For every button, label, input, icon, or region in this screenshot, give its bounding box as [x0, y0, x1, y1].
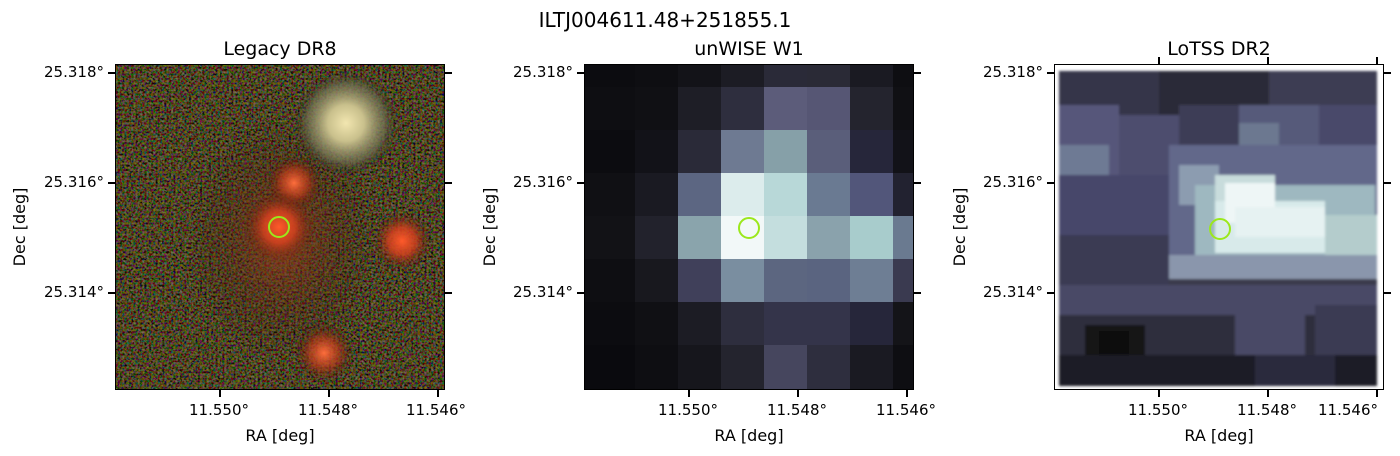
unwise-image	[584, 64, 914, 390]
ytick-label: 25.318°	[513, 63, 573, 81]
target-marker	[268, 216, 290, 238]
ytick-label: 25.314°	[983, 283, 1043, 301]
ytick-label: 25.318°	[983, 63, 1043, 81]
panel-title-unwise: unWISE W1	[694, 38, 804, 60]
x-axis-label: RA [deg]	[714, 426, 784, 445]
ytick-label: 25.314°	[44, 283, 104, 301]
x-axis-label: RA [deg]	[245, 426, 315, 445]
xtick-label: 11.546°	[876, 401, 936, 419]
xtick-label: 11.546°	[1318, 401, 1378, 419]
ytick-label: 25.314°	[513, 283, 573, 301]
xtick-label: 11.548°	[1237, 401, 1297, 419]
xtick-label: 11.550°	[189, 401, 249, 419]
xtick-label: 11.550°	[1128, 401, 1188, 419]
y-axis-label: Dec [deg]	[10, 187, 29, 267]
xtick-label: 11.548°	[767, 401, 827, 419]
legacy-image	[115, 64, 445, 390]
ytick-label: 25.316°	[44, 173, 104, 191]
xtick-label: 11.546°	[406, 401, 466, 419]
panel-title-lotss: LoTSS DR2	[1167, 38, 1271, 60]
target-marker	[738, 217, 760, 239]
ytick-label: 25.316°	[513, 173, 573, 191]
target-marker	[1209, 218, 1231, 240]
figure-title: ILTJ004611.48+251855.1	[538, 8, 792, 32]
ytick-label: 25.316°	[983, 173, 1043, 191]
x-axis-label: RA [deg]	[1184, 426, 1254, 445]
y-axis-label: Dec [deg]	[480, 187, 499, 267]
xtick-label: 11.550°	[658, 401, 718, 419]
ytick-label: 25.318°	[44, 63, 104, 81]
y-axis-label: Dec [deg]	[950, 187, 969, 267]
lotss-image	[1054, 64, 1384, 390]
xtick-label: 11.548°	[298, 401, 358, 419]
panel-title-legacy: Legacy DR8	[223, 38, 337, 60]
